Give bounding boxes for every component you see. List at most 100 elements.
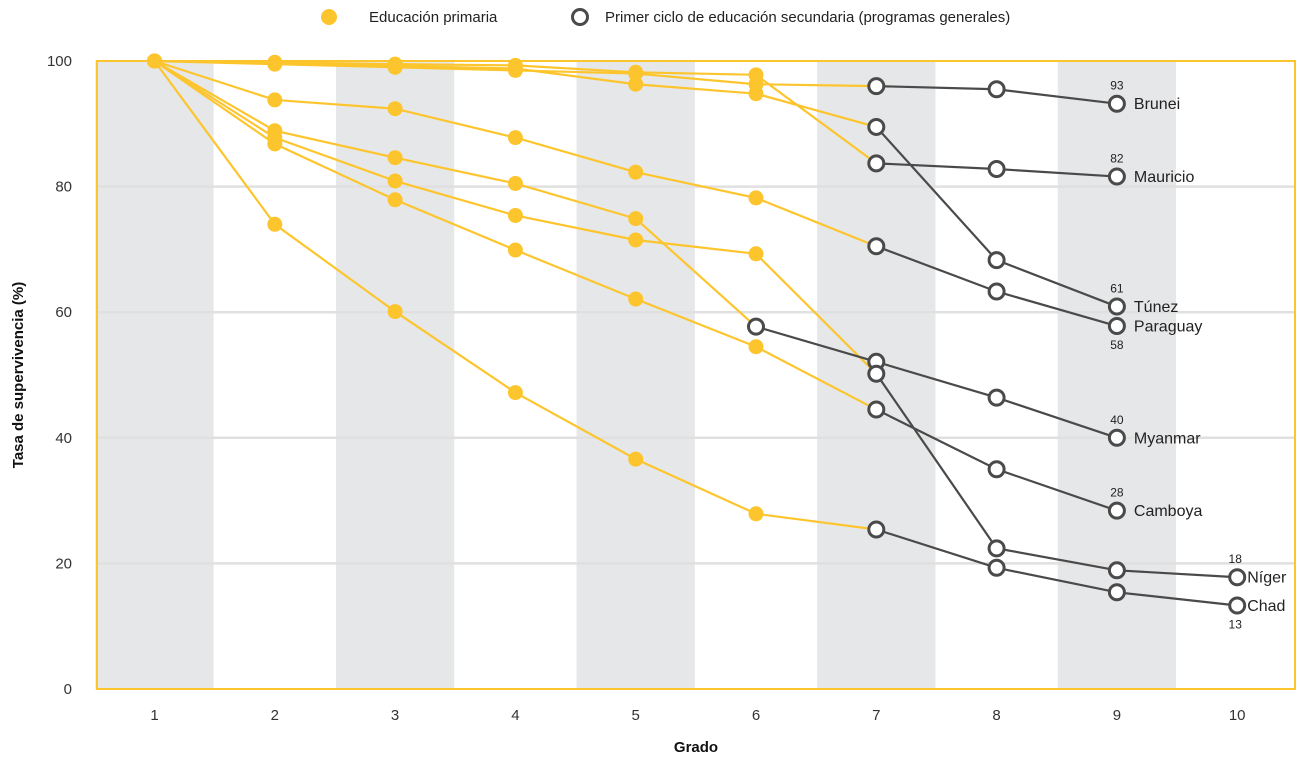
primary-line-niger	[153, 60, 877, 411]
secondary-point-mauricio-g7	[867, 154, 886, 173]
primary-point-tunez-g4	[507, 61, 523, 77]
secondary-point-chad-g10	[1228, 596, 1247, 615]
x-tick-labels: 1 2 3 4 5 6 7 8 9 10	[150, 707, 1245, 724]
primary-point-myanmar-g4	[507, 175, 523, 191]
primary-point-chad-g4	[507, 385, 523, 401]
plot-frame	[96, 60, 1296, 690]
y-tick-label-80: 80	[55, 179, 72, 196]
x-tick-label-9: 9	[1113, 707, 1121, 724]
primary-point-chad-g6	[748, 506, 764, 522]
x-tick-label-8: 8	[992, 707, 1000, 724]
legend-secondary-label: Primer ciclo de educación secundaria (pr…	[605, 9, 1010, 26]
country-label-niger: Níger	[1247, 570, 1287, 587]
secondary-point-camboya-g8	[987, 539, 1006, 558]
secondary-point-camboya-g10	[1228, 568, 1247, 587]
primary-point-chad-g2	[267, 216, 283, 232]
y-tick-label-20: 20	[55, 555, 72, 572]
primary-point-camboya-g4	[507, 207, 523, 223]
value-label-camboya: 28	[1110, 486, 1124, 500]
value-label-myanmar: 40	[1110, 413, 1124, 427]
secondary-point-camboya-g9	[1107, 561, 1126, 580]
primary-point-chad-g1	[147, 53, 162, 69]
secondary-point-niger-g9	[1107, 501, 1126, 520]
secondary-line-chad	[875, 528, 1238, 607]
secondary-line-myanmar	[755, 325, 1118, 439]
primary-point-niger-g3	[387, 192, 403, 208]
country-label-camboya: Camboya	[1134, 503, 1203, 520]
y-tick-label-40: 40	[55, 430, 72, 447]
value-label-paraguay: 58	[1110, 338, 1124, 352]
secondary-point-niger-g8	[987, 460, 1006, 479]
primary-point-tunez-g6	[748, 86, 764, 102]
secondary-point-brunei-g8	[987, 80, 1006, 99]
primary-point-paraguay-g4	[507, 130, 523, 146]
primary-points	[147, 53, 764, 522]
y-tick-labels: 0 20 40 60 80 100	[47, 53, 72, 698]
primary-point-paraguay-g5	[628, 164, 644, 180]
primary-point-niger-g4	[507, 242, 523, 258]
secondary-point-tunez-g7	[867, 117, 886, 136]
series-labels: Brunei 93 Mauricio 82 Túnez 61 Paraguay 58 Myanm…	[1110, 79, 1287, 632]
primary-point-tunez-g5	[628, 76, 644, 92]
secondary-point-chad-g7	[867, 520, 886, 539]
secondary-line-camboya	[875, 373, 1238, 579]
x-tick-label-5: 5	[632, 707, 640, 724]
country-label-tunez: Túnez	[1134, 299, 1178, 316]
primary-point-niger-g5	[628, 291, 644, 307]
primary-point-tunez-g3	[387, 58, 403, 74]
legend: Educación primaria Primer ciclo de educa…	[321, 8, 1010, 26]
secondary-point-myanmar-g8	[987, 388, 1006, 407]
secondary-points	[747, 77, 1247, 615]
value-label-chad: 13	[1229, 617, 1243, 631]
grade-bands	[95, 61, 1177, 689]
x-tick-label-2: 2	[271, 707, 279, 724]
primary-point-camboya-g5	[628, 232, 644, 248]
y-tick-label-60: 60	[55, 304, 72, 321]
legend-primary-marker	[321, 9, 337, 25]
value-label-tunez: 61	[1110, 282, 1124, 296]
secondary-point-myanmar-g6	[747, 317, 765, 336]
secondary-point-tunez-g9	[1107, 297, 1126, 316]
primary-point-chad-g5	[628, 451, 644, 467]
x-axis-title: Grado	[674, 739, 718, 756]
primary-point-mauricio-g6	[748, 67, 764, 83]
secondary-point-tunez-g8	[987, 251, 1006, 270]
value-label-niger: 18	[1229, 552, 1243, 566]
secondary-point-paraguay-g8	[987, 282, 1006, 301]
country-label-brunei: Brunei	[1134, 96, 1180, 113]
y-tick-label-100: 100	[47, 53, 72, 70]
primary-point-myanmar-g5	[628, 211, 644, 227]
secondary-point-chad-g8	[987, 558, 1006, 577]
legend-primary-label: Educación primaria	[369, 9, 498, 26]
primary-point-paraguay-g3	[387, 101, 403, 117]
x-tick-label-6: 6	[752, 707, 760, 724]
primary-point-chad-g3	[387, 304, 403, 320]
primary-point-paraguay-g6	[748, 190, 764, 206]
legend-secondary-marker	[571, 8, 589, 26]
country-label-myanmar: Myanmar	[1134, 430, 1201, 447]
secondary-point-paraguay-g9	[1107, 317, 1126, 336]
primary-point-niger-g6	[748, 339, 764, 355]
primary-point-paraguay-g2	[267, 92, 283, 108]
x-tick-label-7: 7	[872, 707, 880, 724]
secondary-point-chad-g9	[1107, 583, 1126, 602]
primary-point-myanmar-g3	[387, 150, 403, 166]
secondary-point-myanmar-g9	[1107, 428, 1126, 447]
primary-point-camboya-g6	[748, 246, 764, 262]
gridlines	[97, 185, 1295, 565]
primary-point-tunez-g2	[267, 55, 283, 71]
primary-line-myanmar	[153, 60, 757, 328]
primary-point-camboya-g3	[387, 173, 403, 189]
y-axis-title: Tasa de supervivencia (%)	[10, 282, 27, 468]
secondary-point-niger-g7	[867, 400, 886, 419]
country-label-chad: Chad	[1247, 598, 1285, 615]
y-tick-label-0: 0	[64, 681, 72, 698]
value-label-mauricio: 82	[1110, 152, 1124, 166]
grade-band-1	[95, 61, 214, 689]
secondary-point-camboya-g7	[867, 364, 886, 383]
secondary-point-mauricio-g9	[1107, 167, 1126, 186]
x-tick-label-3: 3	[391, 707, 399, 724]
x-tick-label-10: 10	[1229, 707, 1246, 724]
